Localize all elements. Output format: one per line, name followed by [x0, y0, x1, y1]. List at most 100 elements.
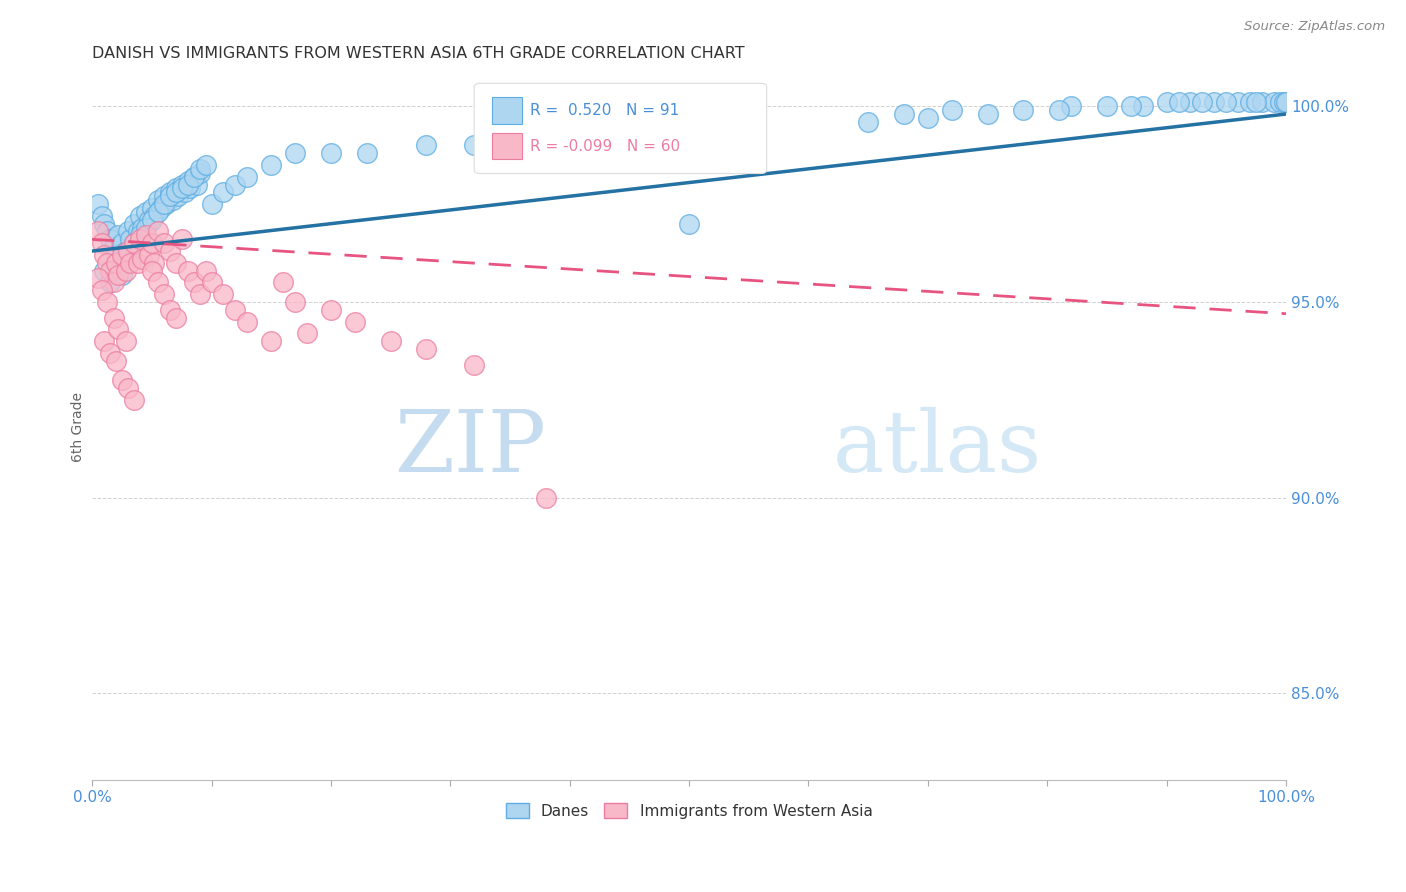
Text: Source: ZipAtlas.com: Source: ZipAtlas.com [1244, 20, 1385, 33]
Point [179, 181, 201, 195]
Point [678, 217, 700, 231]
Point [107, 322, 129, 336]
Point [117, 381, 139, 395]
Point [146, 276, 169, 290]
Point [98, 346, 121, 360]
Point [103, 240, 125, 254]
Point [236, 169, 259, 184]
Point [122, 236, 145, 251]
FancyBboxPatch shape [474, 83, 766, 174]
Point [107, 228, 129, 243]
Point [1268, 95, 1291, 110]
FancyBboxPatch shape [492, 97, 522, 124]
Point [146, 205, 169, 219]
Point [284, 146, 307, 161]
Point [1180, 95, 1202, 110]
Point [1132, 99, 1154, 113]
Point [463, 138, 485, 153]
Point [98, 232, 121, 246]
Point [284, 295, 307, 310]
Point [534, 491, 557, 505]
Point [893, 107, 915, 121]
Point [170, 178, 193, 192]
Point [1156, 95, 1178, 110]
Point [165, 181, 187, 195]
Point [90, 236, 112, 251]
Point [135, 220, 157, 235]
Point [1227, 95, 1250, 110]
Point [260, 158, 283, 172]
Point [159, 189, 181, 203]
Point [127, 225, 149, 239]
Point [153, 287, 176, 301]
Point [87, 197, 110, 211]
Point [183, 169, 205, 184]
Point [105, 256, 128, 270]
Point [1060, 99, 1083, 113]
Point [343, 314, 366, 328]
Point [120, 256, 142, 270]
Point [155, 197, 177, 211]
Point [176, 263, 198, 277]
Point [122, 217, 145, 231]
Point [96, 256, 118, 270]
Point [111, 248, 134, 262]
Point [319, 146, 342, 161]
Point [159, 186, 181, 200]
Point [90, 283, 112, 297]
Point [153, 236, 176, 251]
Point [98, 263, 121, 277]
Point [143, 256, 166, 270]
Point [122, 236, 145, 251]
Text: R =  0.520   N = 91: R = 0.520 N = 91 [530, 103, 679, 119]
Point [1119, 99, 1142, 113]
Point [917, 111, 939, 125]
Point [1095, 99, 1118, 113]
Point [1047, 103, 1070, 117]
Point [87, 225, 110, 239]
Point [153, 197, 176, 211]
Point [224, 178, 246, 192]
Point [96, 295, 118, 310]
Point [186, 178, 208, 192]
Point [356, 146, 378, 161]
Point [131, 220, 153, 235]
Point [129, 228, 152, 243]
Point [162, 193, 184, 207]
Point [188, 161, 211, 176]
Point [105, 353, 128, 368]
Point [212, 287, 235, 301]
Point [1215, 95, 1237, 110]
Point [138, 248, 160, 262]
Point [165, 256, 187, 270]
Point [96, 225, 118, 239]
Point [93, 334, 115, 348]
Text: atlas: atlas [832, 407, 1042, 490]
Point [122, 392, 145, 407]
Point [170, 181, 193, 195]
Point [1244, 95, 1267, 110]
Point [183, 169, 205, 184]
Point [415, 138, 437, 153]
Point [194, 158, 217, 172]
Point [188, 287, 211, 301]
Point [105, 248, 128, 262]
Point [319, 302, 342, 317]
Text: DANISH VS IMMIGRANTS FROM WESTERN ASIA 6TH GRADE CORRELATION CHART: DANISH VS IMMIGRANTS FROM WESTERN ASIA 6… [93, 46, 745, 62]
Point [117, 244, 139, 258]
Point [141, 263, 163, 277]
FancyBboxPatch shape [492, 133, 522, 160]
Point [856, 115, 879, 129]
Point [150, 201, 173, 215]
Text: R = -0.099   N = 60: R = -0.099 N = 60 [530, 138, 681, 153]
Point [174, 186, 197, 200]
Point [165, 310, 187, 325]
Point [188, 166, 211, 180]
Point [138, 212, 160, 227]
Point [582, 130, 605, 145]
Point [260, 334, 283, 348]
Point [98, 276, 121, 290]
Y-axis label: 6th Grade: 6th Grade [72, 392, 86, 462]
Point [107, 268, 129, 282]
Point [176, 178, 198, 192]
